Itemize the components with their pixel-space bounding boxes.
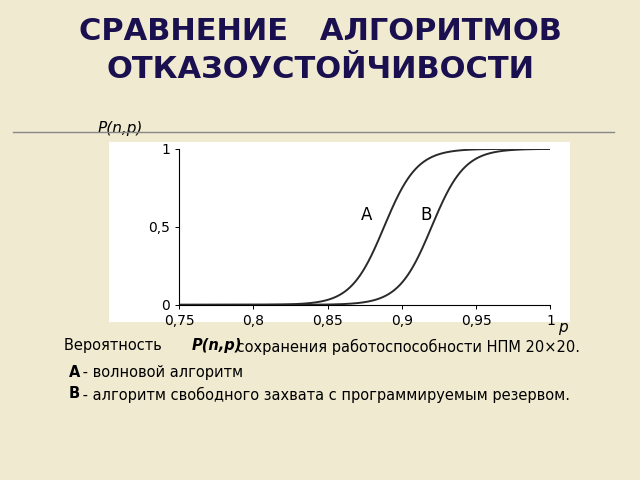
Text: ОТКАЗОУСТОЙЧИВОСТИ: ОТКАЗОУСТОЙЧИВОСТИ [106, 55, 534, 84]
Text: Вероятность: Вероятность [64, 338, 166, 353]
Text: сохранения работоспособности НПМ 20×20.: сохранения работоспособности НПМ 20×20. [232, 338, 580, 355]
Text: A: A [360, 205, 372, 224]
Text: B: B [69, 386, 80, 401]
Text: A: A [69, 365, 81, 380]
Text: p: p [558, 321, 568, 336]
Text: - алгоритм свободного захвата с программируемым резервом.: - алгоритм свободного захвата с программ… [78, 386, 570, 403]
Text: P(n,p): P(n,p) [97, 121, 143, 136]
Text: B: B [420, 205, 431, 224]
Text: СРАВНЕНИЕ   АЛГОРИТМОВ: СРАВНЕНИЕ АЛГОРИТМОВ [79, 17, 561, 46]
Text: - волновой алгоритм: - волновой алгоритм [78, 365, 243, 380]
Text: P(n,p): P(n,p) [192, 338, 243, 353]
